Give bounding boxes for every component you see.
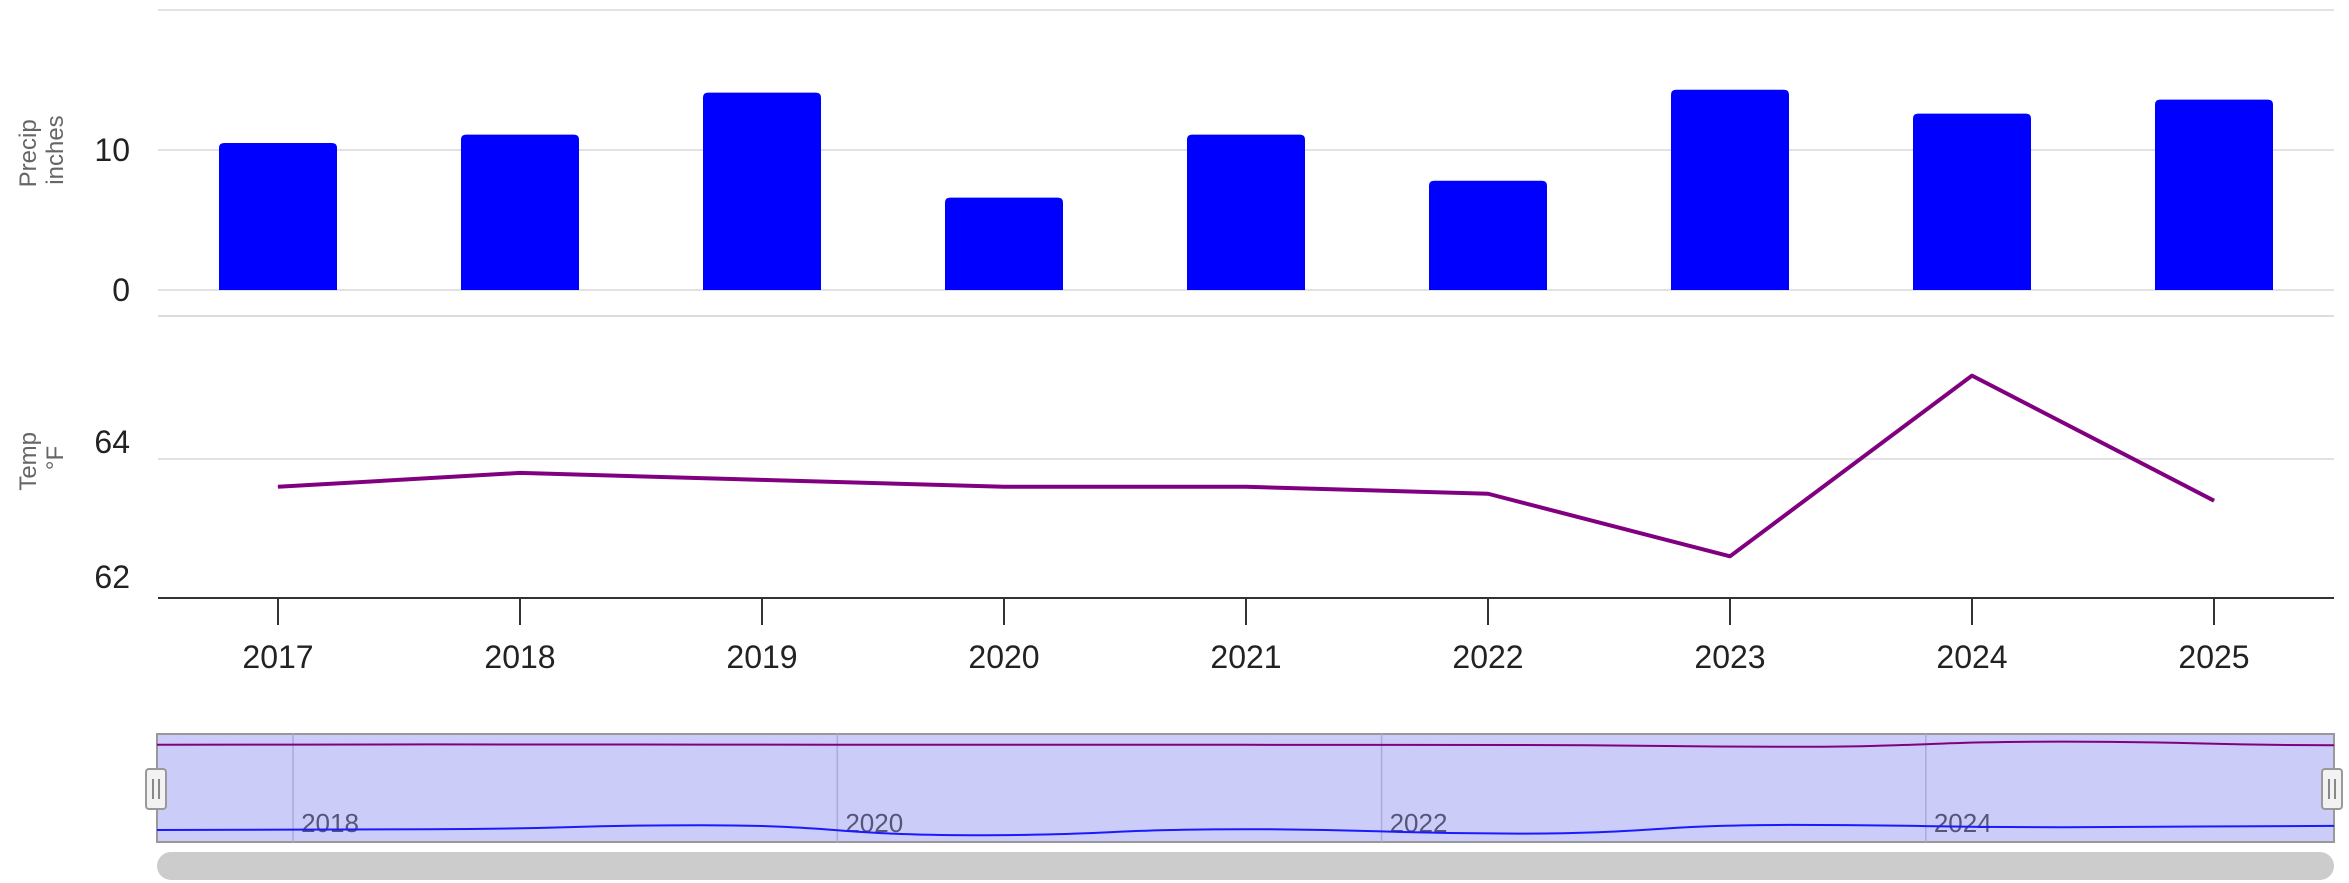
precip-bar-2021 [1187,134,1305,290]
x-tick-label-2021: 2021 [1210,639,1281,675]
navigator-labels: 2018 2020 2022 2024 [301,808,1992,838]
temp-line [277,373,2215,559]
temp-point-2025 [2213,500,2215,502]
temp-y-tick-label: 64 [94,424,130,460]
precip-bars [219,89,2273,290]
x-tick-label-2025: 2025 [2178,639,2249,675]
temp-axis-title: Temp °F [15,425,69,490]
precip-y-tick-label: 0 [112,272,130,308]
navigator-temp-line [156,740,2335,748]
navigator-gridlines [292,734,1927,842]
navigator-scrollbar[interactable] [157,852,2334,880]
temp-point-2023 [1729,555,1731,557]
navigator-right-handle[interactable] [2321,768,2343,810]
x-ticks: 2017 2018 2019 2020 2021 2022 2023 2024 2025 [242,598,2250,675]
temp-point-2020 [1003,486,1005,488]
temp-series [277,373,2215,559]
precip-axis-title: Precip inches [15,113,69,188]
navigator-background [156,733,2335,843]
precip-bar-2023 [1671,89,1789,290]
x-tick-label-2024: 2024 [1936,639,2007,675]
temp-point-2024 [1971,375,1973,377]
precip-y-ticks: 0 10 [94,132,130,308]
x-tick-label-2017: 2017 [242,639,313,675]
x-tick-label-2023: 2023 [1694,639,1765,675]
temp-point-2021 [1245,486,1247,488]
precip-y-tick-label: 10 [94,132,130,168]
navigator-precip-line [156,823,2335,837]
navigator-label-2024: 2024 [1934,808,1992,838]
precip-bar-2022 [1429,180,1547,290]
precip-bar-2018 [461,134,579,290]
precip-bar-2024 [1913,113,2031,290]
temp-point-2019 [761,479,763,481]
navigator-label-2018: 2018 [301,808,359,838]
temp-axis-unit: °F [42,446,69,470]
precip-bar-2020 [945,197,1063,290]
temp-axis-label: Temp [15,432,42,491]
temp-y-ticks: 62 64 [94,424,130,595]
navigator-left-handle[interactable] [145,768,167,810]
precip-bar-2025 [2155,99,2273,290]
precip-axis-unit: inches [42,115,69,184]
temp-y-tick-label: 62 [94,559,130,595]
temp-point-2018 [519,472,521,474]
x-tick-label-2020: 2020 [968,639,1039,675]
precip-bar-2017 [219,143,337,290]
range-navigator[interactable]: 2018 2020 2022 2024 [145,733,2343,843]
precip-bar-2019 [703,92,821,290]
x-tick-label-2019: 2019 [726,639,797,675]
x-tick-label-2018: 2018 [484,639,555,675]
temp-point-2017 [277,486,279,488]
temp-point-2022 [1487,493,1489,495]
x-tick-label-2022: 2022 [1452,639,1523,675]
precip-axis-label: Precip [15,119,42,187]
